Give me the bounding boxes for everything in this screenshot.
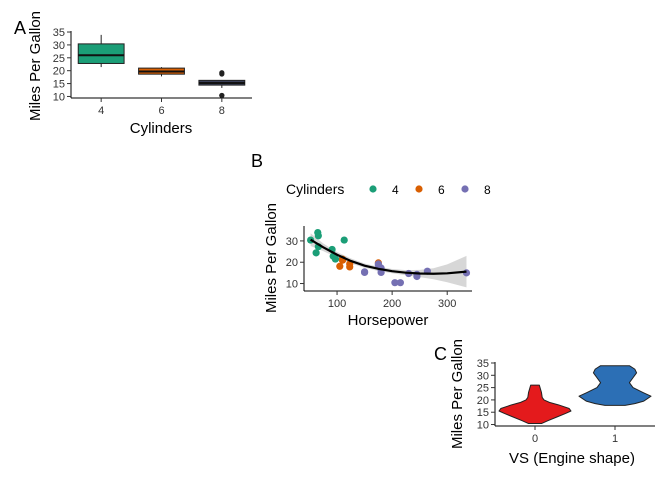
panel-c-y-tick-label: 10	[477, 420, 489, 432]
panel-c-x-tick-label: 1	[612, 433, 618, 445]
data-point-cyl-4	[312, 249, 320, 257]
panel-a-y-tick-label: 15	[53, 79, 65, 91]
panel-c-y-tick-label: 15	[477, 407, 489, 419]
data-point-cyl-8	[360, 268, 369, 277]
panel-b-plot: 10 20 30 100 200 300	[286, 226, 472, 310]
panel-b-x-tick-label: 200	[383, 298, 401, 310]
panel-a-y-tick-label: 25	[53, 53, 65, 65]
panel-b: B Cylinders 4 6 8 10 20 30 100 200 300 Horsepow…	[251, 151, 491, 329]
legend-label-4: 4	[392, 183, 399, 197]
panel-a-x-tick-label: 6	[158, 105, 164, 117]
data-point-cyl-4	[331, 255, 339, 263]
legend-key-8	[461, 185, 469, 193]
panel-b-y-tick-label: 20	[286, 257, 298, 269]
panel-a-label: A	[14, 18, 26, 38]
violin-shape-0	[498, 384, 572, 425]
panel-b-x-tick-label: 300	[438, 298, 456, 310]
panel-a-x-tick-label: 8	[219, 105, 225, 117]
panel-c-y-tick-label: 20	[477, 395, 489, 407]
panel-c-label: C	[434, 344, 447, 364]
smooth-trend-line	[310, 238, 467, 275]
panel-a-y-tick-label: 30	[53, 40, 65, 52]
panel-c-y-tick-label: 30	[477, 370, 489, 382]
panel-b-x-tick-label: 100	[328, 298, 346, 310]
box-body	[77, 43, 125, 64]
panel-c-y-tick-label: 25	[477, 383, 489, 395]
data-point-cyl-8	[391, 279, 399, 287]
panel-b-label: B	[251, 151, 263, 171]
data-point-cyl-6	[346, 263, 354, 271]
panel-c-x-tick-label: 0	[532, 433, 538, 445]
panel-a-y-tick-label: 10	[53, 91, 65, 103]
panel-a-y-tick-label: 35	[53, 27, 65, 39]
panel-c-x-axis-title: VS (Engine shape)	[509, 450, 635, 467]
data-point-cyl-8	[396, 279, 404, 287]
panel-b-y-axis-title: Miles Per Gallon	[263, 203, 280, 313]
legend-label-8: 8	[484, 183, 491, 197]
panel-a-y-axis-title: Miles Per Gallon	[27, 11, 44, 121]
data-point-cyl-4	[340, 236, 348, 244]
panel-b-x-axis-title: Horsepower	[348, 312, 429, 329]
panel-b-y-tick-label: 10	[286, 279, 298, 291]
violin-shape-1	[578, 365, 652, 406]
box-outlier-point	[219, 92, 225, 99]
data-point-cyl-8	[374, 260, 382, 268]
data-point-cyl-6	[336, 262, 344, 270]
legend-key-4	[369, 185, 377, 193]
panel-c-y-tick-label: 35	[477, 358, 489, 370]
panel-a-x-tick-label: 4	[98, 105, 104, 117]
panel-b-y-tick-label: 30	[286, 236, 298, 248]
panel-b-legend-title: Cylinders	[286, 181, 344, 197]
panel-a-x-axis-title: Cylinders	[130, 120, 193, 137]
data-point-cyl-4	[314, 229, 322, 237]
data-point-cyl-8	[413, 272, 421, 281]
legend-key-6	[415, 185, 423, 193]
box-outlier-point	[219, 71, 225, 77]
panel-a-y-tick-label: 20	[53, 66, 65, 78]
legend-label-6: 6	[438, 183, 445, 197]
panel-c-y-axis-title: Miles Per Gallon	[449, 339, 466, 449]
panel-b-legend: 4 6 8	[369, 183, 491, 197]
